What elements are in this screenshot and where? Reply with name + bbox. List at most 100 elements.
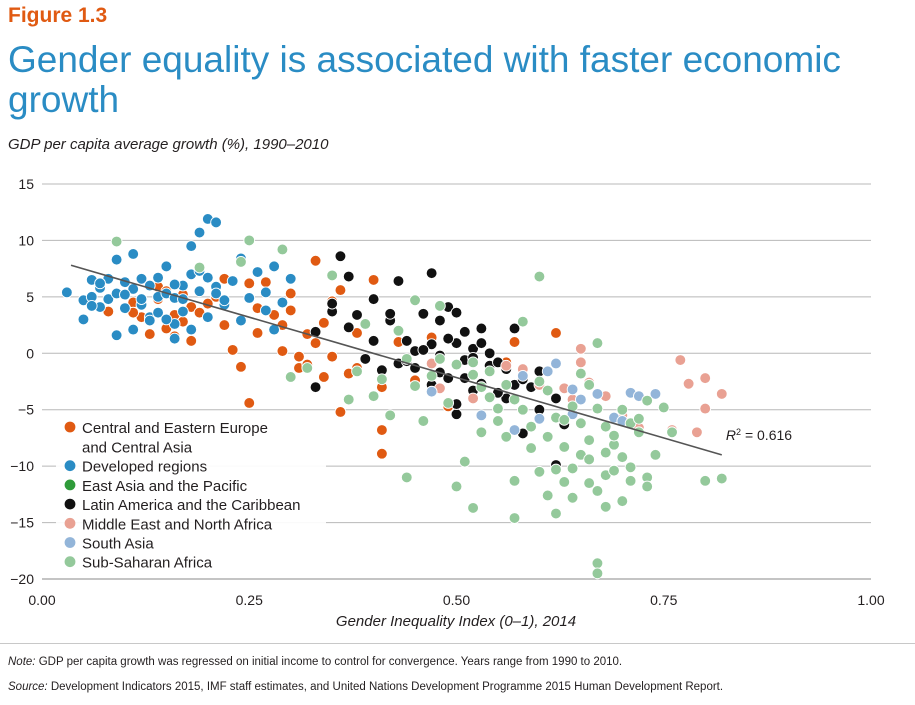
data-point — [649, 449, 662, 461]
data-point — [699, 372, 712, 384]
data-point — [284, 371, 297, 383]
x-tick-label: 0.25 — [236, 592, 263, 608]
data-point — [533, 375, 546, 388]
legend-background — [56, 414, 326, 574]
data-point — [376, 373, 388, 386]
data-point — [384, 307, 397, 320]
data-point — [334, 250, 347, 263]
data-point — [492, 415, 504, 427]
data-point — [119, 302, 131, 314]
data-point — [342, 321, 355, 334]
legend-label: Sub-Saharan Africa — [82, 555, 213, 572]
data-point — [599, 446, 612, 459]
x-axis-ticks: 0.00 0.25 0.50 0.75 1.00 — [28, 592, 884, 608]
data-point — [533, 412, 546, 425]
data-point — [475, 337, 488, 349]
data-point — [550, 327, 562, 339]
data-point — [284, 287, 297, 300]
data-point — [516, 403, 529, 416]
data-point — [110, 329, 123, 342]
x-tick-label: 0.00 — [28, 592, 55, 608]
data-point — [608, 429, 620, 442]
data-point — [400, 471, 413, 484]
data-point — [657, 401, 670, 414]
data-point — [85, 300, 98, 312]
legend-marker — [64, 498, 76, 510]
data-point — [500, 359, 513, 372]
data-point — [243, 277, 256, 290]
data-point — [591, 402, 604, 415]
data-point — [318, 316, 330, 329]
data-point — [193, 226, 206, 239]
data-point — [558, 414, 571, 426]
data-point — [127, 248, 140, 260]
data-point — [633, 412, 645, 425]
data-point — [450, 306, 463, 319]
data-point — [450, 480, 463, 493]
data-point — [450, 408, 463, 421]
data-point — [641, 480, 654, 493]
data-point — [218, 294, 231, 307]
data-point — [475, 426, 488, 439]
data-point — [417, 415, 430, 427]
legend-label: Middle East and North Africa — [82, 516, 273, 533]
data-point — [591, 567, 604, 580]
legend-marker — [64, 517, 76, 529]
source-label: Source: — [8, 681, 48, 693]
data-point — [193, 285, 206, 298]
data-point — [500, 430, 513, 443]
data-point — [226, 275, 239, 287]
figure-label: Figure 1.3 — [8, 4, 108, 27]
data-point — [143, 328, 156, 340]
scatter-chart: 15 10 5 0 −5 −10 −15 −20 0.00 0.25 0.50 0.75 1.00 R… — [10, 176, 885, 630]
data-point — [367, 390, 380, 403]
data-point — [616, 403, 629, 416]
source-line: Source: Development Indicators 2015, IMF… — [8, 681, 723, 693]
data-point — [541, 489, 554, 502]
legend-label-line2: and Central Asia — [82, 440, 193, 457]
data-point — [185, 335, 198, 347]
data-point — [152, 306, 164, 319]
data-point — [458, 325, 471, 338]
data-points — [61, 213, 728, 580]
r-squared-annotation: R2 = 0.616 — [726, 427, 792, 443]
data-point — [616, 495, 629, 507]
data-point — [259, 304, 272, 317]
data-point — [309, 381, 322, 393]
data-point — [326, 297, 339, 310]
r-superscript: 2 — [736, 427, 741, 437]
data-point — [541, 430, 554, 443]
data-point — [566, 462, 579, 475]
data-point — [674, 354, 687, 366]
legend-label: East Asia and the Pacific — [82, 478, 248, 495]
data-point — [251, 327, 264, 339]
data-point — [210, 216, 222, 229]
y-tick-label: −20 — [10, 571, 34, 587]
r-value: = 0.616 — [741, 427, 792, 443]
data-point — [699, 474, 712, 487]
data-point — [326, 269, 339, 282]
data-point — [243, 292, 256, 304]
data-point — [475, 409, 488, 422]
data-point — [715, 472, 728, 485]
legend: Central and Eastern Europe and Central As… — [56, 414, 326, 574]
data-point — [525, 442, 537, 454]
divider — [0, 643, 915, 644]
data-point — [367, 293, 380, 305]
data-point — [608, 464, 620, 477]
data-point — [243, 397, 256, 409]
legend-marker — [64, 556, 76, 568]
data-point — [367, 335, 380, 347]
data-point — [351, 309, 363, 321]
data-point — [226, 344, 239, 356]
data-point — [367, 274, 380, 286]
data-point — [533, 270, 546, 283]
data-point — [541, 365, 554, 378]
data-point — [550, 357, 562, 370]
data-point — [135, 293, 148, 305]
data-point — [376, 424, 388, 436]
data-point — [425, 385, 438, 398]
data-point — [392, 275, 405, 287]
data-point — [434, 353, 446, 365]
data-point — [558, 476, 571, 488]
